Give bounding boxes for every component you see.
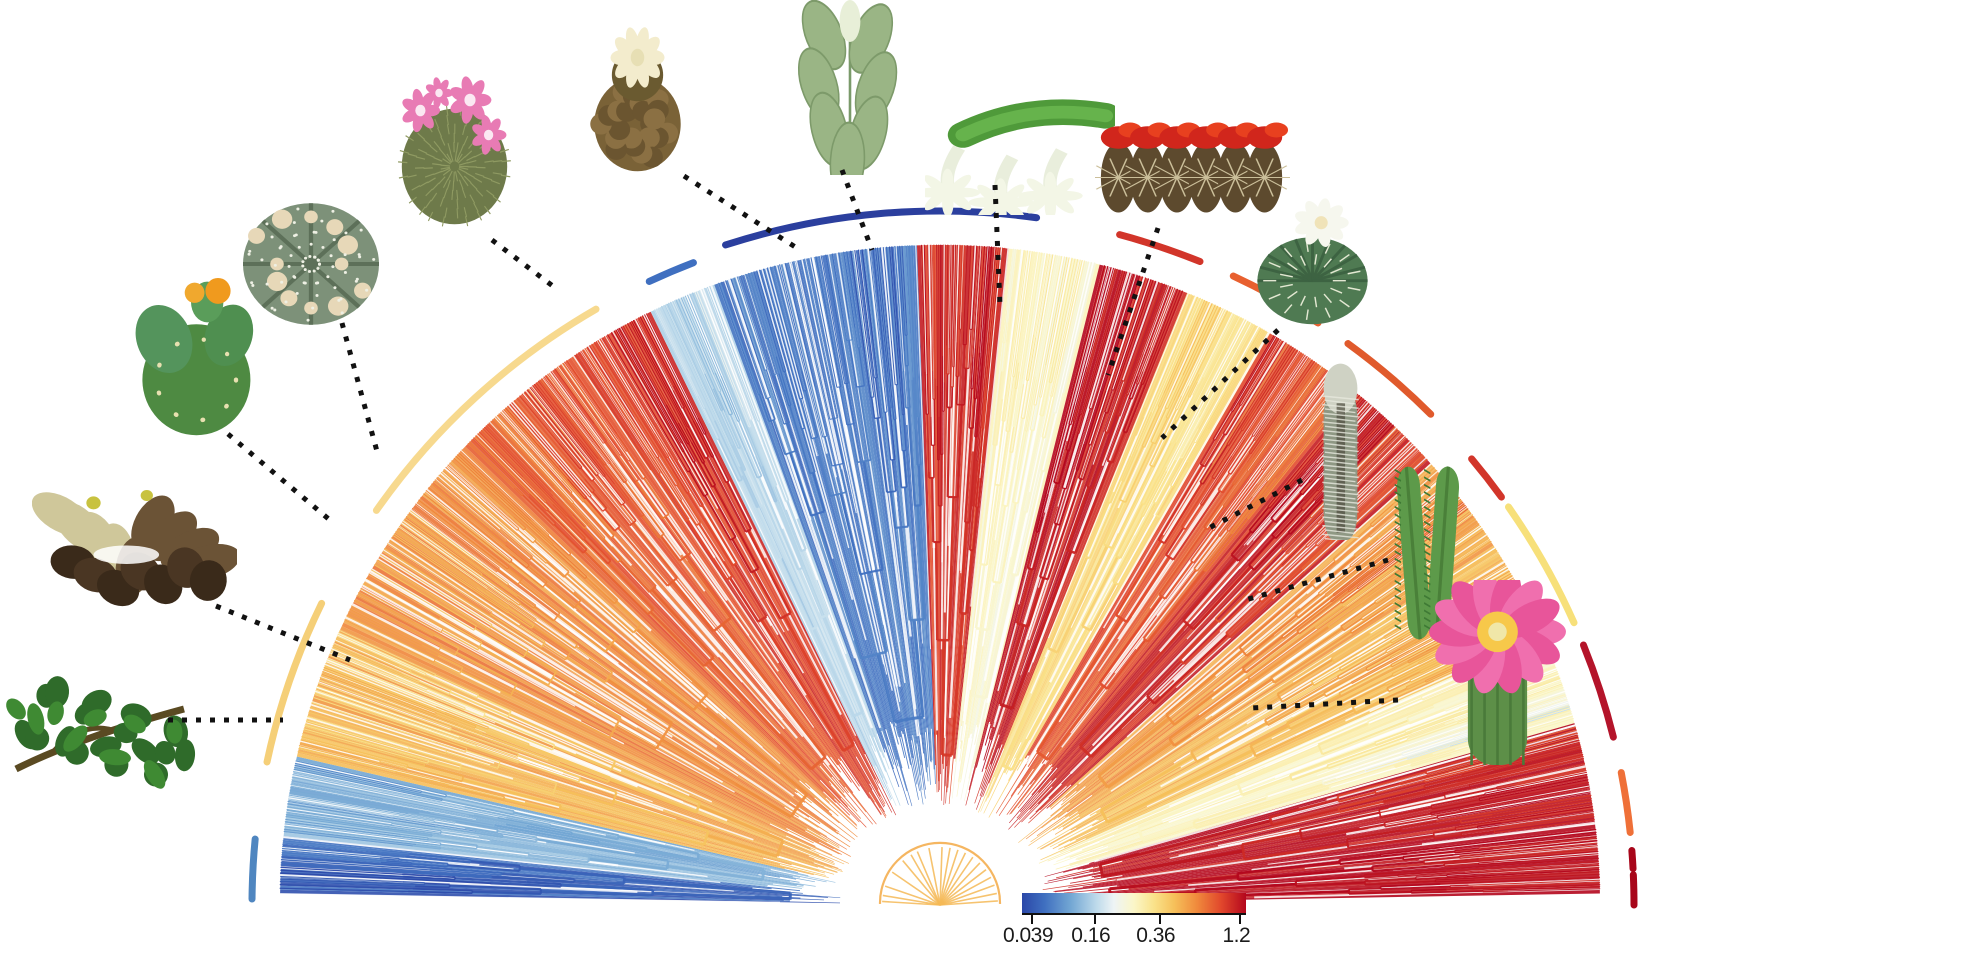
clade-arc-astrophytum (649, 263, 693, 282)
legend-tick-labels: 0.039 0.16 0.36 1.2 (1000, 924, 1268, 950)
photo-turbinicarpus (570, 5, 705, 180)
clade-arc-pereskia (252, 839, 255, 899)
clade-arc-browningia (1621, 773, 1630, 833)
legend-tick-label-0: 0.039 (1003, 924, 1053, 948)
legend-colorbar (1022, 893, 1246, 915)
photo-gymnocalycium (1240, 185, 1385, 330)
photo-cereus (1308, 360, 1373, 540)
legend-tick-label-1: 0.16 (1071, 924, 1110, 948)
legend-tick-label-2: 0.36 (1136, 924, 1175, 948)
photo-mammillaria (377, 58, 532, 233)
photo-echinopsis (1405, 580, 1590, 765)
photo-rhipsalis (785, 0, 915, 175)
photo-pereskia (0, 613, 200, 813)
clade-arc-trichocereus (1632, 851, 1633, 869)
legend-tick-label-3: 1.2 (1222, 924, 1250, 948)
photo-cylindropuntia (32, 440, 237, 625)
legend-tick-2 (1159, 913, 1161, 924)
legend: 0.039 0.16 0.36 1.2 (1000, 893, 1268, 955)
clade-arc-echinopsis (1633, 875, 1634, 905)
photo-astrophytum (226, 176, 396, 336)
legend-tick-1 (1094, 913, 1096, 924)
clade-arc-turbinicarpus (1120, 235, 1200, 262)
legend-tick-0 (1031, 913, 1033, 924)
clade-arc-mammilloid (726, 211, 1037, 245)
photo-hylocereus (925, 55, 1115, 215)
legend-tick-3 (1239, 913, 1241, 924)
